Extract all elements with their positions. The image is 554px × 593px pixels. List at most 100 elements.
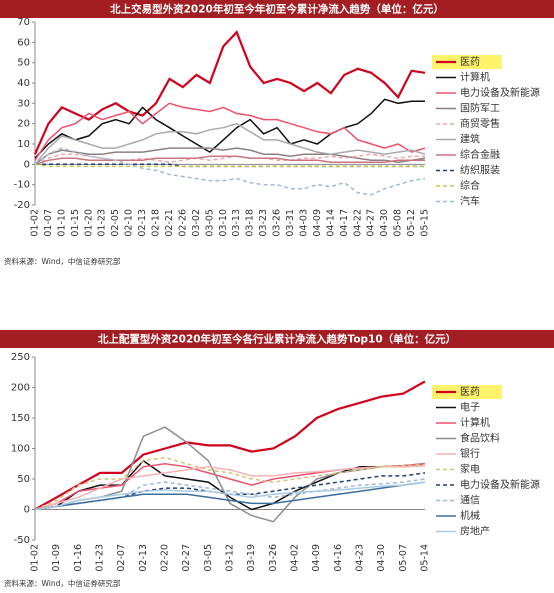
y-tick-label: 20: [17, 119, 30, 130]
x-tick-label: 04-03: [298, 209, 309, 237]
x-tick-label: 02-05: [110, 209, 121, 237]
x-tick-label: 04-30: [379, 209, 390, 237]
series-line: [34, 122, 426, 165]
x-tick-label: 01-02: [30, 209, 41, 237]
x-tick-label: 02-27: [181, 544, 192, 572]
legend-label: 综合金融: [460, 148, 500, 161]
legend-label: 电力设备及新能源: [460, 478, 540, 491]
x-tick-label: 04-30: [376, 544, 387, 572]
legend-highlight: [432, 55, 502, 69]
series-line: [34, 147, 426, 165]
y-tick-label: 250: [11, 352, 30, 363]
legend-label: 房地产: [460, 525, 490, 538]
x-tick-label: 03-26: [272, 209, 283, 237]
y-tick-label: 0: [24, 159, 30, 170]
x-tick-label: 04-14: [325, 209, 336, 237]
legend-label: 汽车: [460, 195, 480, 208]
legend-label: 医药: [460, 56, 480, 68]
x-tick-label: 03-12: [225, 544, 236, 572]
y-tick-label: -10: [14, 180, 30, 191]
legend-label: 机械: [460, 509, 480, 522]
y-tick-label: 200: [11, 383, 30, 394]
legend-label: 商贸零售: [460, 117, 500, 130]
series-line: [34, 426, 426, 523]
x-tick-label: 02-10: [124, 209, 135, 237]
legend-label: 电子: [460, 401, 480, 414]
series-line: [34, 481, 426, 511]
x-tick-label: 01-02: [30, 544, 41, 572]
legend-label: 国防军工: [460, 102, 500, 115]
x-tick-label: 03-26: [268, 544, 279, 572]
x-tick-label: 02-07: [116, 544, 127, 572]
x-tick-label: 01-15: [70, 209, 81, 237]
x-tick-label: 04-09: [311, 544, 322, 572]
x-tick-label: 04-27: [366, 209, 377, 237]
x-tick-label: 01-16: [73, 544, 84, 572]
x-tick-label: 04-17: [339, 209, 350, 237]
x-tick-label: 02-26: [177, 209, 188, 237]
x-tick-label: 03-10: [218, 209, 229, 237]
series-line: [34, 155, 425, 166]
x-tick-label: 04-22: [352, 209, 363, 237]
x-tick-label: 03-05: [203, 544, 214, 572]
x-tick-label: 01-10: [56, 209, 67, 237]
x-tick-label: 02-13: [137, 209, 148, 237]
y-tick-label: 50: [17, 474, 30, 485]
legend-label: 医药: [460, 386, 480, 398]
x-tick-label: 03-18: [245, 209, 256, 237]
x-tick-label: 01-20: [83, 209, 94, 237]
x-tick-label: 01-07: [43, 209, 54, 237]
x-tick-label: 02-20: [160, 544, 171, 572]
x-tick-label: 05-07: [398, 544, 409, 572]
y-tick-label: 150: [11, 413, 30, 424]
series-line: [33, 30, 426, 155]
x-tick-label: 05-12: [406, 209, 417, 237]
x-tick-label: 04-16: [333, 544, 344, 572]
y-tick-label: 100: [11, 444, 30, 455]
series-line: [34, 102, 426, 161]
legend-label: 通信: [460, 495, 480, 507]
series-line: [34, 464, 426, 511]
x-tick-label: 03-02: [191, 209, 202, 237]
series-line: [34, 163, 425, 168]
x-tick-label: 01-23: [97, 209, 108, 237]
x-tick-label: 02-21: [164, 209, 175, 237]
legend-label: 电力设备及新能源: [460, 86, 540, 99]
legend-label: 纺织服装: [460, 164, 500, 177]
x-tick-label: 04-09: [312, 209, 323, 237]
title-bar: [0, 0, 554, 18]
x-tick-label: 01-23: [95, 544, 106, 572]
x-tick-label: 02-18: [151, 209, 162, 237]
series-line: [34, 456, 426, 511]
x-tick-label: 04-02: [290, 544, 301, 572]
x-tick-label: 02-13: [138, 544, 149, 572]
x-tick-label: 03-31: [285, 209, 296, 237]
legend-label: 食品饮料: [460, 432, 500, 445]
x-tick-label: 05-08: [393, 209, 404, 237]
legend-highlight: [432, 385, 502, 399]
y-tick-label: 50: [17, 58, 30, 69]
x-tick-label: 03-23: [258, 209, 269, 237]
legend-label: 建筑: [460, 133, 480, 146]
legend-label: 银行: [460, 447, 480, 460]
x-tick-label: 04-23: [355, 544, 366, 572]
chart-title: 北上配置型外资2020年初至今各行业累计净流入趋势Top10（单位：亿元）: [98, 333, 456, 346]
source-note: 资料来源：Wind，中信证券研究部: [4, 256, 121, 266]
x-tick-label: 03-19: [246, 544, 257, 572]
legend-label: 计算机: [460, 416, 490, 429]
x-tick-label: 05-14: [420, 544, 431, 572]
y-tick-label: 30: [17, 98, 30, 109]
y-tick-label: 70: [17, 17, 30, 28]
y-tick-label: 0: [24, 505, 30, 516]
y-tick-label: -50: [14, 535, 30, 546]
x-tick-label: 03-13: [231, 209, 242, 237]
y-tick-label: 60: [17, 37, 30, 48]
legend-label: 计算机: [460, 71, 490, 84]
y-tick-label: -20: [14, 200, 30, 211]
x-tick-label: 03-05: [204, 209, 215, 237]
series-line: [34, 147, 426, 196]
x-tick-label: 01-09: [51, 544, 62, 572]
series-line: [34, 459, 426, 511]
series-line: [34, 481, 426, 511]
